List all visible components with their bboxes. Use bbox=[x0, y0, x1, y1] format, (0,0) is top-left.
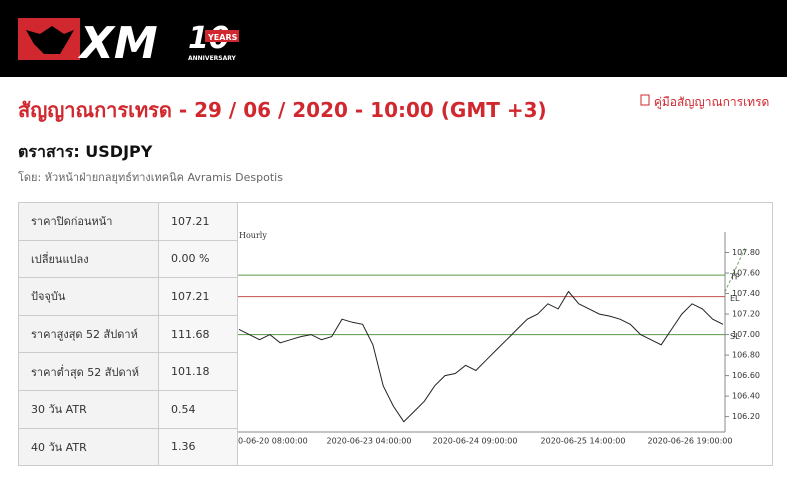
guide-link-text[interactable]: คู่มือสัญญาณการเทรด bbox=[653, 95, 770, 109]
y-tick-label: 107.40 bbox=[732, 289, 760, 298]
chart-frame bbox=[237, 202, 773, 466]
logo-text: XM bbox=[77, 18, 158, 69]
level-label: SL bbox=[730, 332, 740, 341]
instrument: ตราสาร: USDJPY bbox=[18, 142, 153, 161]
stat-value: 101.18 bbox=[158, 352, 239, 391]
header: XM 10 YEARS ANNIVERSARY bbox=[0, 0, 787, 77]
x-tick-label: 0-06-20 08:00:00 bbox=[238, 437, 308, 446]
x-tick-label: 2020-06-23 04:00:00 bbox=[327, 437, 412, 446]
y-tick-label: 106.20 bbox=[732, 412, 760, 421]
stat-label: ราคาปิดก่อนหน้า bbox=[18, 202, 159, 241]
stat-label: 30 วัน ATR bbox=[18, 389, 159, 429]
stat-label: ราคาต่ำสุด 52 สัปดาห์ bbox=[18, 352, 159, 391]
table-row: 30 วัน ATR 0.54 bbox=[18, 389, 239, 429]
table-row: 40 วัน ATR 1.36 bbox=[18, 427, 239, 467]
y-tick-label: 107.00 bbox=[732, 330, 760, 339]
author: โดย: หัวหน้าฝ่ายกลยุทธ์ทางเทคนิค Avramis… bbox=[18, 171, 283, 184]
chart-label: Hourly bbox=[239, 231, 267, 240]
stat-value: 107.21 bbox=[158, 277, 239, 316]
stat-label: ราคาสูงสุด 52 สัปดาห์ bbox=[18, 314, 159, 354]
stat-value: 1.36 bbox=[158, 427, 239, 467]
x-tick-label: 2020-06-25 14:00:00 bbox=[541, 437, 626, 446]
y-tick-label: 107.80 bbox=[732, 248, 760, 257]
stat-value: 0.00 % bbox=[158, 239, 239, 279]
projection-arrow bbox=[724, 247, 746, 293]
logo[interactable]: XM 10 YEARS ANNIVERSARY bbox=[0, 0, 260, 77]
stats-table: ราคาปิดก่อนหน้า 107.21 เปลี่ยนแปลง 0.00 % ปั… bbox=[18, 202, 239, 467]
table-row: ราคาปิดก่อนหน้า 107.21 bbox=[18, 202, 239, 241]
price-line bbox=[238, 290, 724, 423]
level-label: EL bbox=[730, 294, 740, 303]
y-tick-label: 106.80 bbox=[732, 351, 760, 360]
table-row: ราคาต่ำสุด 52 สัปดาห์ 101.18 bbox=[18, 352, 239, 391]
table-row: ปัจจุบัน 107.21 bbox=[18, 277, 239, 316]
stat-value: 0.54 bbox=[158, 389, 239, 429]
stat-label: ปัจจุบัน bbox=[18, 277, 159, 316]
stat-value: 107.21 bbox=[158, 202, 239, 241]
pdf-icon bbox=[640, 94, 650, 106]
logo-sub: ANNIVERSARY bbox=[188, 55, 237, 62]
page-title: สัญญาณการเทรด - 29 / 06 / 2020 - 10:00 (… bbox=[18, 98, 547, 122]
logo-badge: YEARS bbox=[207, 33, 238, 42]
y-tick-label: 106.40 bbox=[732, 392, 760, 401]
x-tick-label: 2020-06-24 09:00:00 bbox=[433, 437, 518, 446]
stat-value: 111.68 bbox=[158, 314, 239, 354]
y-tick-label: 107.20 bbox=[732, 310, 760, 319]
y-tick-label: 106.60 bbox=[732, 371, 760, 380]
x-tick-label: 2020-06-26 19:00:00 bbox=[648, 437, 733, 446]
chart: Hourly 106.20 106.40 106.60 106.80 107.00 107… bbox=[237, 202, 773, 466]
table-row: เปลี่ยนแปลง 0.00 % bbox=[18, 239, 239, 279]
table-row: ราคาสูงสุด 52 สัปดาห์ 111.68 bbox=[18, 314, 239, 354]
stat-label: 40 วัน ATR bbox=[18, 427, 159, 467]
y-tick-label: 107.60 bbox=[732, 269, 760, 278]
level-label: TP bbox=[729, 273, 740, 282]
logo-bull-shape bbox=[26, 26, 74, 54]
logo-badge-bg bbox=[205, 30, 239, 42]
stat-label: เปลี่ยนแปลง bbox=[18, 239, 159, 279]
guide-link[interactable]: คู่มือสัญญาณการเทรด bbox=[640, 93, 769, 112]
